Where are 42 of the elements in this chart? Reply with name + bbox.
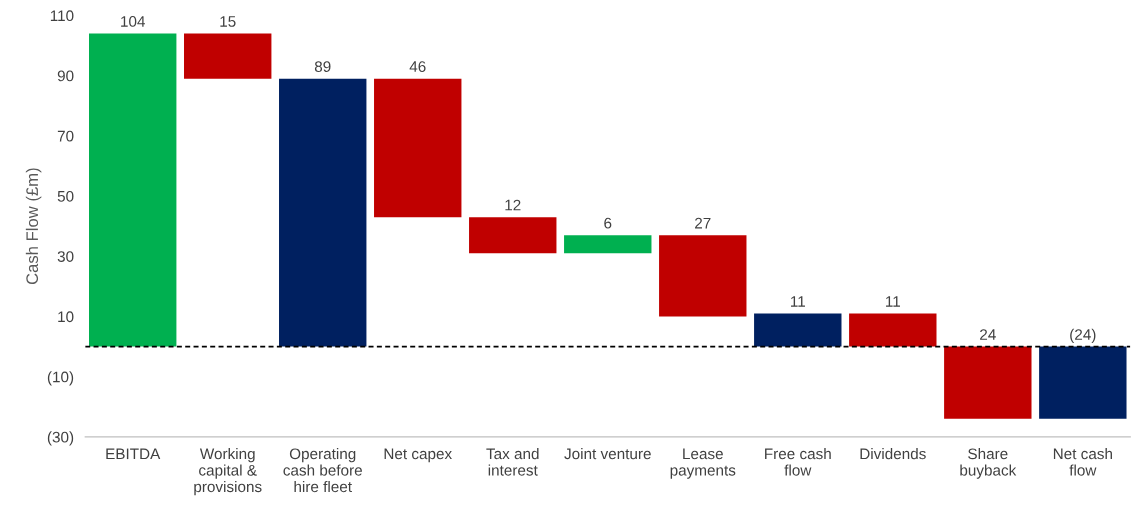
data-label: 24 [980,329,996,340]
x-tick-label: Free cash flow [765,448,831,476]
x-tick-label: Tax and interest [486,448,539,476]
data-label: 11 [791,296,805,307]
x-tick-label: Working capital & provisions [194,448,262,496]
bar [184,33,272,79]
bar [1039,346,1127,419]
data-label: 89 [314,61,331,73]
x-tick-label: Joint venture [564,448,651,460]
x-tick-label: Net capex [384,448,452,463]
y-tick-label: 50 [57,190,74,202]
y-axis-title: Cash Flow (£m) [25,168,42,285]
x-tick-label: Lease payments [670,448,736,479]
x-tick-label: Dividends [860,448,926,460]
bar [374,78,462,218]
data-label: 15 [220,16,236,27]
x-tick-label: Operating cash before hire fleet [283,448,362,493]
bar [659,235,747,317]
bar [944,346,1032,419]
data-label: (24) [1070,328,1096,343]
y-tick-label: 70 [57,130,74,142]
bar [849,313,937,347]
data-label: 11 [886,296,900,307]
bar [754,313,842,347]
data-label: 6 [604,217,612,229]
y-tick-label: (10) [47,371,74,386]
data-label: 12 [505,199,521,211]
y-tick-label: 90 [57,70,74,82]
y-tick-label: 30 [57,251,74,262]
bar [469,217,557,254]
bar [279,78,367,347]
data-label: 46 [409,61,426,73]
data-label: 27 [695,217,711,229]
x-tick-label: EBITDA [106,448,161,460]
x-tick-label: Share buyback [960,448,1017,479]
bar [564,235,652,254]
data-label: 104 [121,16,145,27]
y-tick-label: (30) [47,431,74,446]
y-tick-label: 10 [58,311,74,323]
bar [89,33,177,347]
x-tick-label: Net cash flow [1053,448,1112,476]
y-tick-label: 110 [50,10,74,22]
